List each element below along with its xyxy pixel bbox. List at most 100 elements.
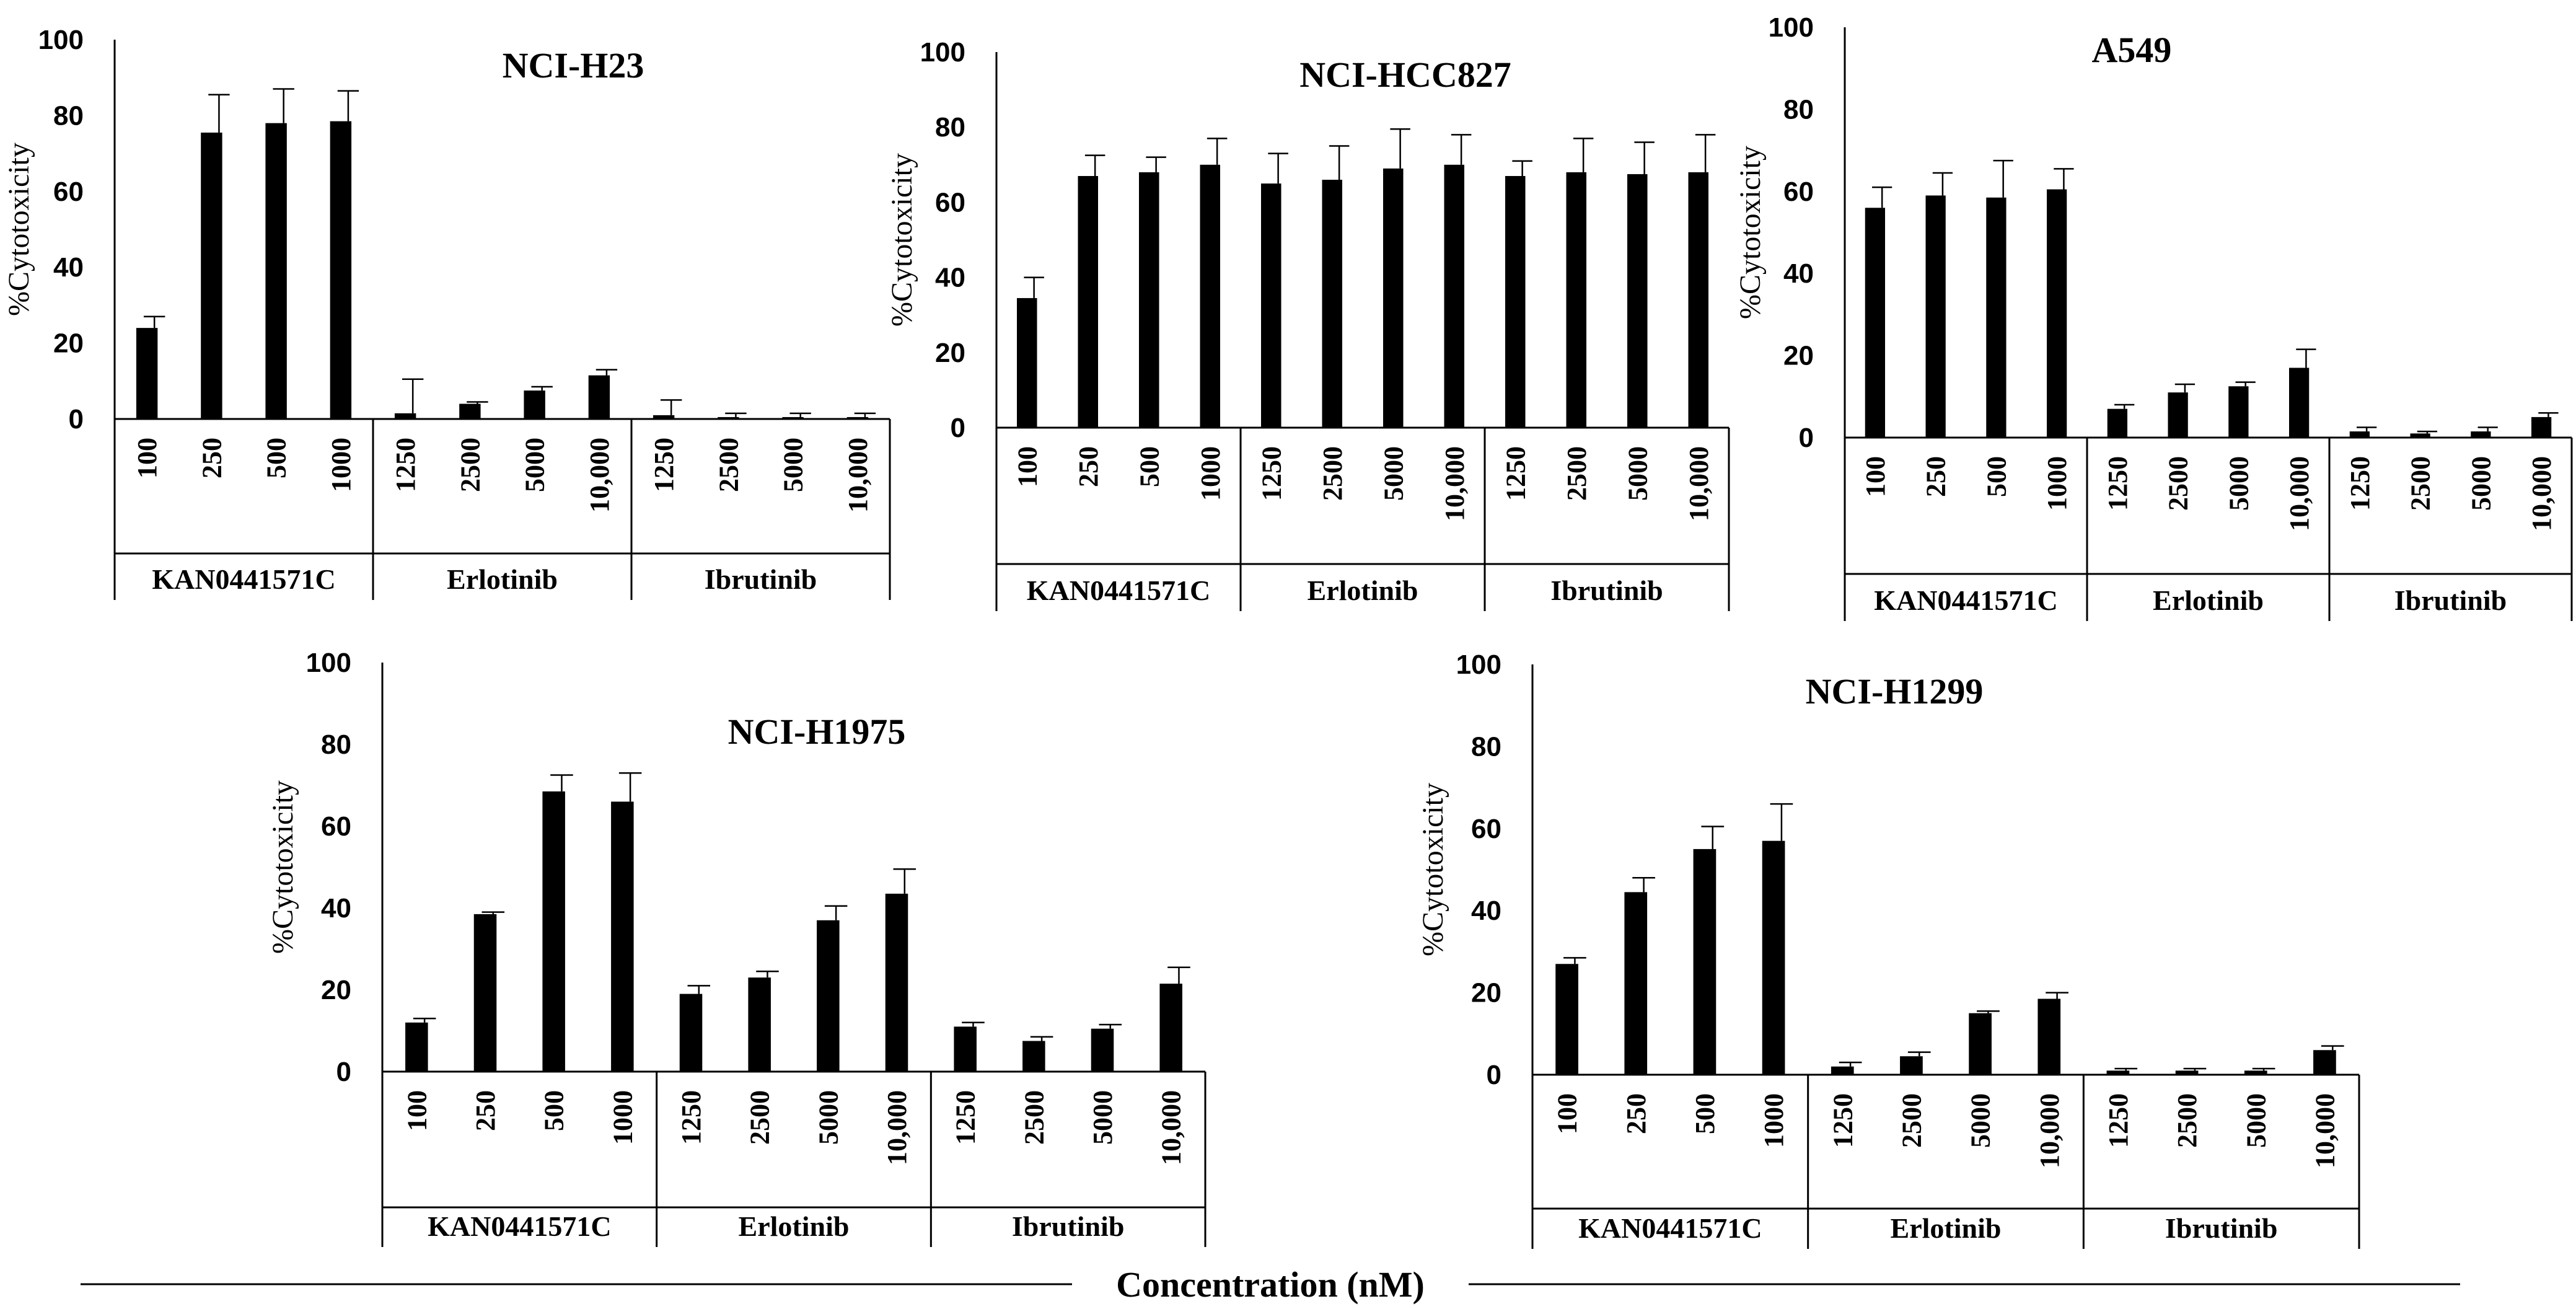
y-tick-label: 40 — [1783, 258, 1814, 289]
bar — [405, 1022, 428, 1072]
bar — [782, 416, 804, 419]
y-tick-label: 20 — [935, 338, 965, 368]
y-tick-label: 80 — [935, 112, 965, 143]
bar — [2471, 431, 2491, 438]
x-tick-label: 2500 — [2172, 1093, 2202, 1148]
bar — [1078, 175, 1099, 428]
bar — [473, 914, 497, 1072]
bar — [748, 977, 771, 1072]
bar — [1260, 183, 1281, 428]
x-tick-label: 10,000 — [584, 438, 615, 513]
x-tick-label: 2500 — [1019, 1090, 1049, 1145]
bar — [2244, 1070, 2267, 1075]
bar — [1138, 172, 1159, 428]
bar — [459, 403, 481, 419]
group-label: Erlotinib — [739, 1210, 850, 1242]
x-tick-label: 2500 — [455, 438, 485, 492]
chart-title: NCI-H1299 — [1806, 671, 1984, 712]
error-bar — [402, 378, 424, 413]
error-bar — [143, 315, 165, 328]
chart-title: A549 — [2092, 30, 2172, 70]
error-bar — [962, 1021, 985, 1027]
chart-panel: A549 %Cytotoxicity 0 20 40 60 80 100 100 250 500 10… — [1734, 12, 2573, 621]
error-bar — [2054, 168, 2074, 190]
x-tick-label: 500 — [262, 438, 292, 478]
bar — [1322, 180, 1343, 428]
x-tick-label: 5000 — [778, 438, 809, 492]
y-tick-label: 100 — [920, 37, 965, 68]
error-bar — [208, 94, 230, 133]
error-bar — [1872, 186, 1892, 208]
bar — [265, 123, 287, 419]
x-tick-label: 500 — [539, 1090, 569, 1131]
x-tick-label: 250 — [196, 438, 227, 478]
x-tick-label: 5000 — [1622, 446, 1653, 501]
footer-xlabel: Concentration (nM) — [1116, 1264, 1425, 1305]
error-bar — [2114, 1067, 2138, 1071]
bar — [1762, 840, 1785, 1075]
bar — [2046, 189, 2067, 438]
x-tick-label: 5000 — [1966, 1093, 1996, 1148]
error-bar — [337, 90, 359, 121]
x-tick-label: 1250 — [1500, 446, 1531, 501]
y-tick-label: 0 — [69, 404, 84, 434]
bar — [2106, 1070, 2130, 1075]
bar — [2288, 368, 2310, 438]
x-tick-label: 1000 — [1759, 1093, 1789, 1148]
error-bar — [2235, 381, 2256, 387]
x-tick-label: 100 — [1552, 1093, 1583, 1134]
y-tick-label: 20 — [321, 975, 351, 1005]
bar — [542, 791, 565, 1072]
error-bar — [1030, 1036, 1053, 1041]
x-tick-label: 10,000 — [882, 1090, 912, 1165]
x-tick-label: 100 — [1012, 446, 1042, 487]
x-tick-label: 5000 — [2223, 456, 2254, 511]
y-tick-label: 0 — [1487, 1060, 1501, 1090]
group-label: Ibrutinib — [1012, 1210, 1125, 1242]
bar — [1555, 964, 1578, 1075]
chart-title: NCI-HCC827 — [1299, 55, 1511, 95]
x-tick-label: 100 — [1860, 456, 1891, 497]
group-label: Erlotinib — [2153, 584, 2264, 616]
x-tick-label: 5000 — [1088, 1090, 1118, 1145]
bar — [201, 132, 222, 419]
y-tick-label: 60 — [1471, 814, 1501, 844]
group-label: Ibrutinib — [2165, 1212, 2278, 1244]
x-tick-label: 10,000 — [2284, 456, 2314, 531]
error-bar — [2174, 383, 2196, 393]
bar — [954, 1026, 977, 1072]
bar — [1627, 174, 1648, 428]
error-bar — [1329, 145, 1350, 180]
x-tick-label: 10,000 — [1156, 1090, 1187, 1165]
bar — [1383, 168, 1404, 428]
y-axis-title: %Cytotoxicity — [886, 153, 918, 327]
error-bar — [1839, 1061, 1862, 1067]
bar — [611, 801, 634, 1072]
x-tick-label: 500 — [1134, 446, 1164, 487]
error-bar — [893, 868, 917, 894]
x-tick-label: 1250 — [390, 438, 421, 492]
y-tick-label: 60 — [321, 811, 351, 842]
x-tick-label: 10,000 — [843, 438, 873, 513]
x-tick-label: 1250 — [1256, 446, 1286, 501]
error-bar — [467, 401, 488, 404]
bar — [1865, 208, 1886, 438]
y-tick-label: 80 — [321, 729, 351, 760]
bar — [1505, 175, 1526, 428]
y-tick-label: 20 — [53, 328, 84, 359]
bar — [1986, 197, 2007, 438]
bar — [885, 893, 908, 1072]
x-tick-label: 250 — [470, 1090, 501, 1131]
bar — [2349, 431, 2370, 438]
error-bar — [1512, 160, 1532, 176]
y-axis-title: %Cytotoxicity — [1417, 783, 1449, 956]
error-bar — [1932, 172, 1953, 196]
bar — [2038, 998, 2061, 1075]
y-tick-label: 40 — [1471, 896, 1501, 926]
group-label: Ibrutinib — [1550, 575, 1663, 606]
x-tick-label: 250 — [1073, 446, 1104, 487]
y-tick-label: 100 — [1769, 12, 1814, 43]
bar — [394, 413, 416, 419]
bar — [330, 121, 352, 419]
x-tick-label: 1250 — [2103, 1093, 2134, 1148]
